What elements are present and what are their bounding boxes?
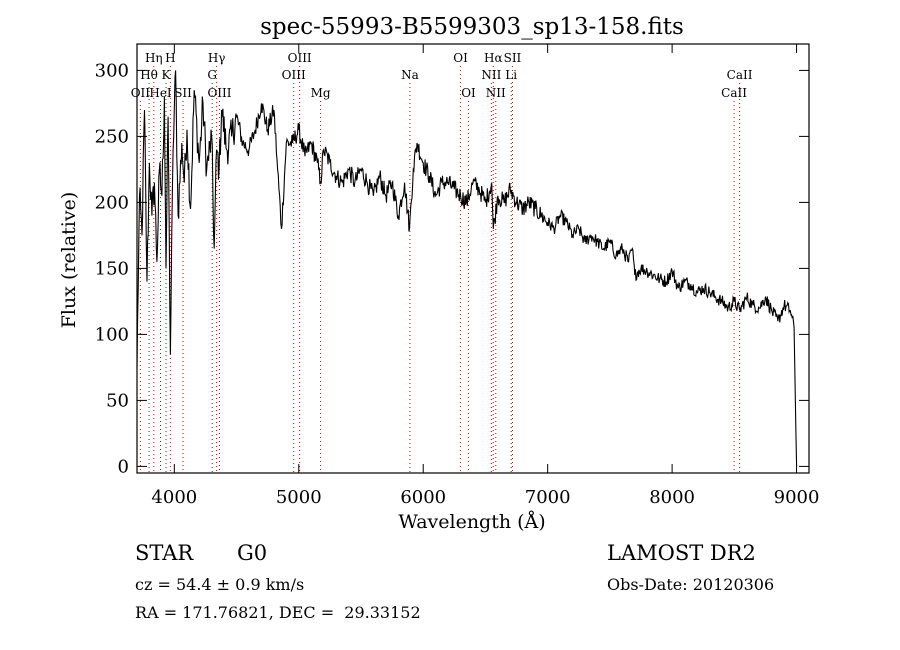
object-subclass: G0 <box>237 541 268 565</box>
coordinates-readout: RA = 171.76821, DEC = 29.33152 <box>135 603 421 622</box>
y-tick-label: 0 <box>118 456 129 477</box>
y-axis-label: Flux (relative) <box>58 192 80 329</box>
line-marker-label: Hγ <box>208 51 226 65</box>
survey-name: LAMOST DR2 <box>607 541 756 565</box>
line-marker-label: HeI <box>149 86 172 100</box>
y-tick-label: 150 <box>95 258 129 279</box>
x-tick-label: 5000 <box>276 487 322 508</box>
object-class: STAR <box>135 541 194 565</box>
line-marker-label: H <box>165 51 175 65</box>
chart-title: spec-55993-B5599303_sp13-158.fits <box>260 14 684 40</box>
line-marker-label: Hθ <box>140 68 158 82</box>
y-tick-label: 300 <box>95 60 129 81</box>
line-marker-label: CaII <box>727 68 753 82</box>
x-tick-label: 9000 <box>774 487 820 508</box>
y-axis-ticks: 0 50 100 150 200 250 300 <box>95 60 809 477</box>
line-marker-label: NII <box>481 68 501 82</box>
plot-frame <box>136 43 810 474</box>
line-marker-label: OI <box>461 86 476 100</box>
line-marker-label: Li <box>505 68 517 82</box>
x-tick-label: 7000 <box>525 487 571 508</box>
y-tick-label: 50 <box>106 390 129 411</box>
spectrum-chart: spec-55993-B5599303_sp13-158.fits Hη H Hγ O… <box>58 14 819 533</box>
line-marker-label: NII <box>486 86 506 100</box>
x-axis-ticks: 4000 5000 6000 7000 8000 9000 <box>151 44 819 508</box>
line-marker-label: CaII <box>721 86 747 100</box>
line-marker-label: Hα <box>484 51 503 65</box>
y-tick-label: 100 <box>95 324 129 345</box>
line-marker-label: K <box>162 68 172 82</box>
line-marker-label: OII <box>131 86 151 100</box>
redshift-readout: cz = 54.4 ± 0.9 km/s <box>135 575 305 594</box>
observation-date: Obs-Date: 20120306 <box>607 575 775 594</box>
line-marker-label: OI <box>453 51 468 65</box>
line-marker-label: Na <box>401 68 419 82</box>
line-marker-label: SII <box>174 86 192 100</box>
x-tick-label: 8000 <box>649 487 695 508</box>
line-marker-label: OIII <box>207 86 231 100</box>
line-marker-label: Mg <box>311 86 331 100</box>
spectrum-line <box>136 70 798 467</box>
line-marker-label: OIII <box>288 51 312 65</box>
line-marker-label: SII <box>504 51 522 65</box>
x-axis-label: Wavelength (Å) <box>398 511 545 533</box>
y-tick-label: 200 <box>95 192 129 213</box>
x-tick-label: 4000 <box>151 487 197 508</box>
line-marker-label: Hη <box>145 51 163 65</box>
x-tick-label: 6000 <box>400 487 446 508</box>
y-tick-label: 250 <box>95 126 129 147</box>
line-marker-label: G <box>207 68 217 82</box>
line-marker-label: OIII <box>282 68 306 82</box>
